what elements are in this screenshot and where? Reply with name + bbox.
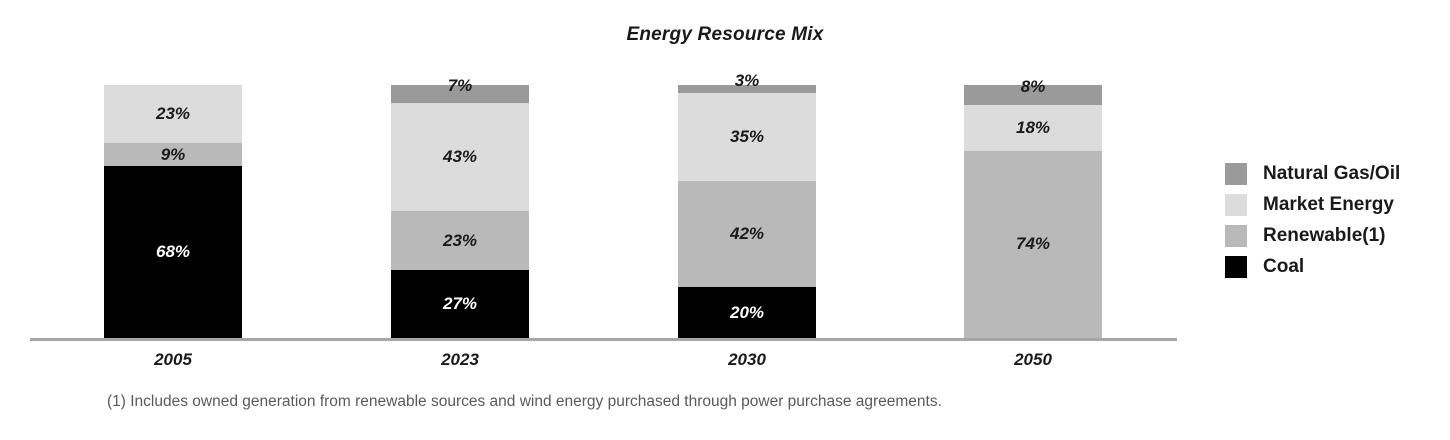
stacked-bar: 3% 35% 42% 20% bbox=[678, 71, 816, 338]
segment-value-label: 68% bbox=[155, 241, 191, 261]
chart-title: Energy Resource Mix bbox=[626, 24, 824, 45]
legend-swatch bbox=[1225, 163, 1247, 185]
segment-value-label: 74% bbox=[1015, 234, 1051, 254]
x-axis-label: 2050 bbox=[1014, 350, 1052, 369]
bar-segment: 8% bbox=[964, 77, 1102, 106]
bar-segment: 18% bbox=[964, 105, 1102, 151]
legend-label: Renewable(1) bbox=[1263, 225, 1386, 246]
segment-value-label: 18% bbox=[1015, 118, 1051, 137]
legend-label: Coal bbox=[1263, 256, 1305, 277]
bar-segment: 27% bbox=[391, 269, 529, 338]
bar-segment: 42% bbox=[678, 181, 816, 288]
bar-segment: 74% bbox=[964, 150, 1102, 338]
legend-swatch bbox=[1225, 225, 1247, 247]
bar-segment: 9% bbox=[104, 143, 242, 166]
segment-value-label: 8% bbox=[1020, 77, 1046, 97]
legend-swatch bbox=[1225, 194, 1247, 216]
segment-value-label: 9% bbox=[160, 144, 186, 164]
segment-value-label: 27% bbox=[442, 293, 478, 313]
segment-value-label: 42% bbox=[729, 224, 765, 244]
legend-item: Natural Gas/Oil bbox=[1225, 163, 1400, 185]
stacked-bar: 7% 43% 23% 27% bbox=[391, 76, 529, 338]
x-axis-label: 2005 bbox=[154, 350, 192, 369]
bar-segment: 7% bbox=[391, 76, 529, 103]
bar-segment: 23% bbox=[104, 85, 242, 144]
segment-value-label: 23% bbox=[442, 230, 478, 250]
x-axis-line bbox=[30, 338, 1177, 341]
legend-label: Market Energy bbox=[1263, 194, 1394, 215]
segment-value-label: 23% bbox=[155, 104, 191, 124]
bar-segment: 23% bbox=[391, 211, 529, 270]
stacked-bar: 8% 18% 74% bbox=[964, 77, 1102, 338]
legend-item: Coal bbox=[1225, 256, 1400, 278]
legend-swatch bbox=[1225, 256, 1247, 278]
x-axis-label: 2023 bbox=[441, 350, 479, 369]
segment-value-label: 35% bbox=[729, 126, 765, 146]
legend-label: Natural Gas/Oil bbox=[1263, 163, 1401, 184]
bar-segment: 3% bbox=[678, 71, 816, 93]
bar-segment: 35% bbox=[678, 92, 816, 182]
segment-value-label: 3% bbox=[734, 70, 760, 90]
bar-segment: 68% bbox=[104, 165, 242, 338]
legend-item: Renewable(1) bbox=[1225, 225, 1400, 247]
legend: Natural Gas/Oil Market Energy Renewable(1)… bbox=[1225, 163, 1400, 287]
x-axis-label: 2030 bbox=[728, 350, 766, 369]
bar-segment: 20% bbox=[678, 287, 816, 338]
stacked-bar: 23% 9% 68% bbox=[104, 85, 242, 338]
segment-value-label: 20% bbox=[729, 302, 765, 322]
bar-segment: 43% bbox=[391, 102, 529, 212]
segment-value-label: 43% bbox=[442, 147, 478, 167]
footnote: (1) Includes owned generation from renew… bbox=[107, 393, 942, 410]
legend-item: Market Energy bbox=[1225, 194, 1400, 216]
segment-value-label: 7% bbox=[447, 75, 473, 95]
